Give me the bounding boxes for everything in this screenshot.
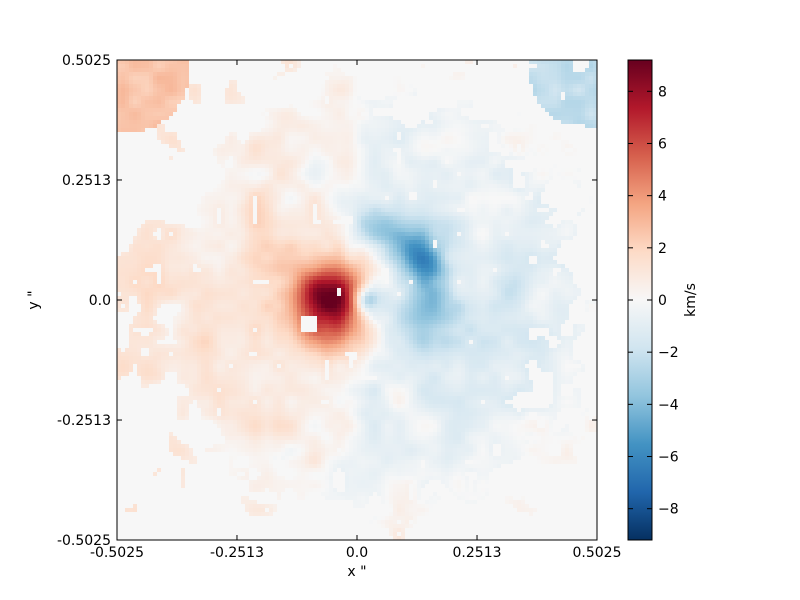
colorbar-tick-label: −2: [658, 345, 679, 361]
colorbar-tick-label: 4: [658, 189, 667, 205]
y-tick-label: 0.0: [89, 293, 111, 309]
y-tick-label: 0.2513: [62, 173, 111, 189]
colorbar-tick-label: 8: [658, 84, 667, 100]
colorbar-tick-label: −8: [658, 502, 679, 518]
colorbar-tick-label: −4: [658, 397, 679, 413]
colorbar-label: km/s: [683, 283, 699, 317]
colorbar-tick-label: −6: [658, 450, 679, 466]
colorbar-ticks: −8 −6 −4 −2 0 2 4 6 8: [628, 84, 679, 518]
x-tick-label: 0.0: [346, 545, 368, 561]
x-axis-label: x ": [347, 564, 366, 580]
colorbar-tick-label: 2: [658, 241, 667, 257]
plot-area: [116, 59, 598, 541]
colorbar-tick-label: 6: [658, 136, 667, 152]
y-axis: -0.5025 -0.2513 0.0 0.2513 0.5025: [57, 53, 597, 549]
x-tick-label: -0.2513: [210, 545, 264, 561]
x-tick-label: 0.5025: [573, 545, 622, 561]
y-tick-label: -0.5025: [57, 533, 111, 549]
colorbar-tick-label: 0: [658, 293, 667, 309]
y-tick-label: -0.2513: [57, 413, 111, 429]
colorbar: −8 −6 −4 −2 0 2 4 6 8 km/s: [627, 59, 699, 541]
x-tick-label: 0.2513: [453, 545, 502, 561]
velocity-heatmap: [117, 60, 597, 540]
y-axis-label: y ": [26, 290, 42, 309]
x-axis: -0.5025 -0.2513 0.0 0.2513 0.5025: [90, 60, 622, 561]
x-tick-label: -0.5025: [90, 545, 144, 561]
y-tick-label: 0.5025: [62, 53, 111, 69]
